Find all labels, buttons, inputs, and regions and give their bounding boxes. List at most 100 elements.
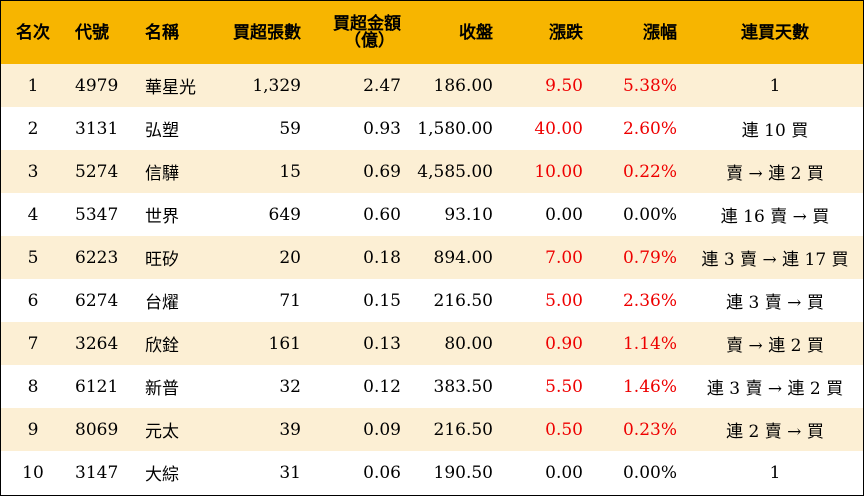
cell-code: 5347: [75, 204, 119, 225]
cell-name: 華星光: [145, 78, 196, 98]
cell-change: 10.00: [534, 161, 583, 182]
cell-change: 5.00: [545, 290, 583, 311]
cell-change: 5.50: [545, 376, 583, 397]
cell-streak: 1: [769, 75, 781, 96]
cell-net-amount: 0.12: [363, 376, 401, 397]
cell-change: 0.50: [545, 419, 583, 440]
cell-close: 894.00: [433, 247, 493, 268]
cell-name: 元太: [145, 422, 179, 442]
cell-net-amount: 0.15: [363, 290, 401, 311]
cell-code: 6121: [75, 376, 119, 397]
header-net-lots: 買超張數: [233, 22, 301, 43]
cell-net-lots: 71: [279, 290, 301, 311]
cell-net-amount: 2.47: [363, 75, 401, 96]
cell-net-amount: 0.06: [363, 462, 401, 483]
cell-net-lots: 1,329: [252, 75, 301, 96]
header-code: 代號: [75, 22, 109, 43]
header-name: 名稱: [145, 22, 179, 43]
table-row: 2 3131 弘塑 59 0.93 1,580.00 40.00 2.60% 連 10 買: [1, 107, 863, 150]
cell-close: 1,580.00: [417, 118, 493, 139]
table-row: 3 5274 信驊 15 0.69 4,585.00 10.00 0.22% 賣 → 連 2 買: [1, 150, 863, 193]
table-row: 10 3147 大綜 31 0.06 190.50 0.00 0.00% 1: [1, 451, 863, 494]
cell-close: 383.50: [433, 376, 493, 397]
header-change-pct: 漲幅: [643, 22, 677, 43]
cell-change-pct: 2.36%: [622, 290, 677, 311]
header-close: 收盤: [459, 22, 493, 43]
table-row: 9 8069 元太 39 0.09 216.50 0.50 0.23% 連 2 賣 → 買: [1, 408, 863, 451]
table-row: 8 6121 新普 32 0.12 383.50 5.50 1.46% 連 3 賣 → 連 2 …: [1, 365, 863, 408]
header-change: 漲跌: [549, 22, 583, 43]
cell-change-pct: 5.38%: [622, 75, 677, 96]
cell-close: 216.50: [433, 419, 493, 440]
cell-rank: 1: [27, 75, 39, 96]
cell-name: 新普: [145, 379, 179, 399]
cell-close: 186.00: [433, 75, 493, 96]
cell-rank: 3: [27, 161, 39, 182]
header-streak: 連買天數: [741, 22, 809, 43]
table-row: 6 6274 台燿 71 0.15 216.50 5.00 2.36% 連 3 賣 → 買: [1, 279, 863, 322]
cell-rank: 2: [27, 118, 39, 139]
table-header: 名次 代號 名稱 買超張數 買超金額 （億） 收盤 漲跌 漲幅 連買天數: [1, 1, 863, 64]
cell-net-lots: 649: [268, 204, 301, 225]
cell-net-lots: 31: [279, 462, 301, 483]
cell-streak: 連 3 賣 → 連 17 買: [701, 250, 849, 270]
cell-net-lots: 161: [268, 333, 301, 354]
cell-code: 8069: [75, 419, 119, 440]
table-body: 1 4979 華星光 1,329 2.47 186.00 9.50 5.38% 1 2 3131 弘塑…: [1, 64, 863, 494]
cell-code: 3264: [75, 333, 119, 354]
cell-streak: 連 3 賣 → 連 2 買: [706, 379, 844, 399]
cell-code: 3131: [75, 118, 119, 139]
cell-code: 5274: [75, 161, 119, 182]
cell-net-amount: 0.69: [363, 161, 401, 182]
cell-rank: 5: [27, 247, 39, 268]
header-rank: 名次: [16, 22, 50, 43]
cell-streak: 賣 → 連 2 買: [726, 336, 824, 356]
table-row: 1 4979 華星光 1,329 2.47 186.00 9.50 5.38% 1: [1, 64, 863, 107]
header-net-amount-line1: 買超金額: [333, 13, 401, 34]
cell-change-pct: 0.00%: [622, 462, 677, 483]
cell-rank: 4: [27, 204, 39, 225]
cell-net-amount: 0.09: [363, 419, 401, 440]
cell-net-lots: 15: [279, 161, 301, 182]
cell-change-pct: 0.22%: [622, 161, 677, 182]
cell-net-lots: 20: [279, 247, 301, 268]
cell-net-lots: 32: [279, 376, 301, 397]
header-row: 名次 代號 名稱 買超張數 買超金額 （億） 收盤 漲跌 漲幅 連買天數: [1, 1, 863, 64]
table-row: 5 6223 旺矽 20 0.18 894.00 7.00 0.79% 連 3 賣 → 連 17…: [1, 236, 863, 279]
cell-streak: 連 10 買: [741, 121, 809, 141]
cell-name: 信驊: [145, 164, 179, 184]
cell-rank: 9: [27, 419, 39, 440]
cell-rank: 7: [27, 333, 39, 354]
cell-net-amount: 0.60: [363, 204, 401, 225]
cell-code: 3147: [75, 462, 119, 483]
header-net-amount-line2: （億）: [344, 30, 395, 51]
cell-name: 世界: [145, 207, 179, 227]
cell-name: 弘塑: [145, 121, 179, 141]
cell-streak: 賣 → 連 2 買: [726, 164, 824, 184]
cell-change: 0.00: [545, 462, 583, 483]
table-row: 4 5347 世界 649 0.60 93.10 0.00 0.00% 連 16 賣 → 買: [1, 193, 863, 236]
cell-code: 6274: [75, 290, 119, 311]
cell-rank: 6: [27, 290, 39, 311]
cell-code: 6223: [75, 247, 119, 268]
cell-streak: 連 16 賣 → 買: [720, 207, 830, 227]
cell-code: 4979: [75, 75, 119, 96]
cell-name: 欣銓: [145, 336, 179, 356]
cell-rank: 8: [27, 376, 39, 397]
cell-net-amount: 0.93: [363, 118, 401, 139]
cell-change-pct: 2.60%: [622, 118, 677, 139]
cell-streak: 連 2 賣 → 買: [726, 422, 824, 442]
cell-close: 93.10: [444, 204, 493, 225]
cell-net-amount: 0.18: [363, 247, 401, 268]
cell-close: 216.50: [433, 290, 493, 311]
cell-change: 0.90: [545, 333, 583, 354]
header-net-amount: 買超金額 （億）: [311, 1, 411, 64]
cell-change-pct: 0.79%: [622, 247, 677, 268]
cell-net-lots: 39: [279, 419, 301, 440]
table-row: 7 3264 欣銓 161 0.13 80.00 0.90 1.14% 賣 → 連 2 買: [1, 322, 863, 365]
cell-name: 台燿: [145, 293, 179, 313]
cell-close: 80.00: [444, 333, 493, 354]
cell-change-pct: 0.00%: [622, 204, 677, 225]
